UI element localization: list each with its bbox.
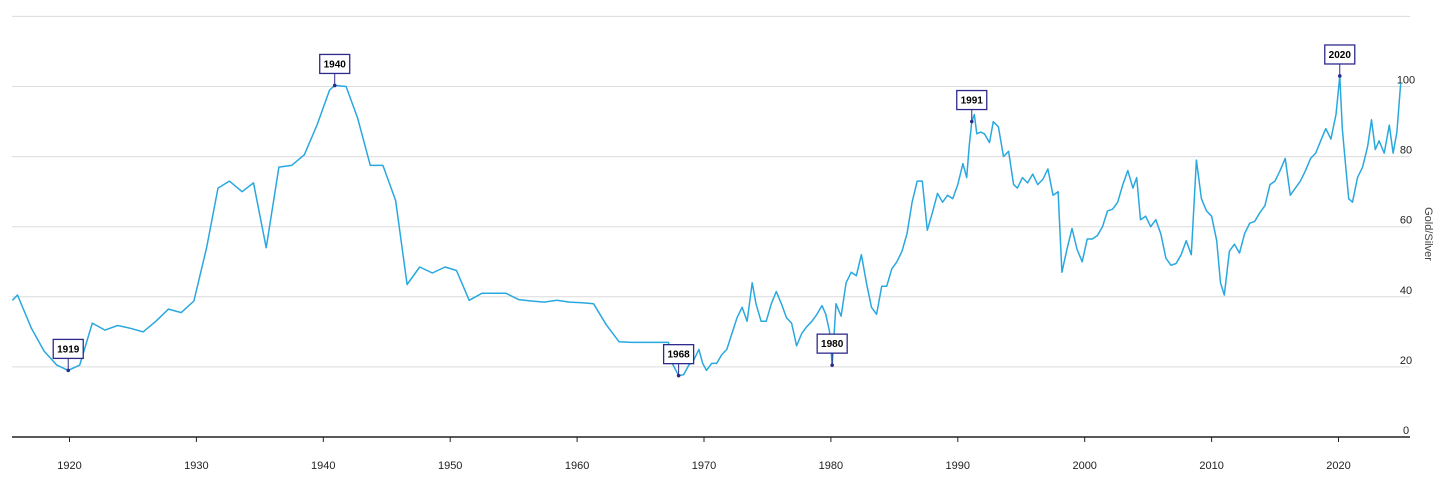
flag-box — [1324, 44, 1356, 65]
annotation-flag[interactable]: 1968 — [662, 344, 695, 378]
annotation-flag[interactable]: 1980 — [816, 333, 848, 367]
y-tick-label: 60 — [1400, 215, 1412, 227]
flag-label: 2020 — [1329, 50, 1352, 61]
y-tick-label: 100 — [1397, 75, 1415, 87]
gridlines — [12, 15, 1410, 368]
y-tick-label: 0 — [1403, 425, 1409, 437]
x-tick-label: 2000 — [1072, 460, 1096, 472]
flag-box — [662, 344, 695, 365]
y-axis-label: Gold/Silver — [1422, 207, 1434, 261]
x-tick-label: 1990 — [946, 460, 970, 472]
x-tick-label: 1920 — [57, 460, 81, 472]
flag-label: 1968 — [667, 350, 690, 361]
flag-point — [1337, 74, 1342, 78]
x-tick-label: 1980 — [819, 460, 843, 472]
flag-box — [319, 53, 351, 75]
series-line — [11, 75, 1402, 377]
y-tick-label: 80 — [1400, 145, 1412, 157]
flag-point — [969, 119, 974, 124]
annotation-flags: 1919 1940 1968 1980 1991 2020 — [52, 44, 1356, 378]
flag-point — [66, 368, 71, 373]
x-axis: 1920 1930 1940 1950 1960 1970 1980 1990 2000 2010… — [57, 437, 1351, 472]
flag-box — [816, 333, 848, 354]
annotation-flag[interactable]: 2020 — [1324, 44, 1356, 78]
annotation-flag[interactable]: 1940 — [319, 53, 351, 88]
y-tick-label: 40 — [1400, 285, 1412, 297]
annotation-flag[interactable]: 1919 — [52, 338, 84, 373]
annotation-flag[interactable]: 1991 — [956, 89, 988, 124]
flag-point — [332, 83, 337, 88]
flag-label: 1991 — [961, 96, 984, 107]
y-tick-label: 20 — [1400, 355, 1412, 367]
flag-label: 1980 — [821, 339, 844, 350]
flag-point — [830, 363, 834, 367]
x-tick-label: 1960 — [565, 460, 589, 472]
y-axis: 0 20 40 60 80 100 — [1397, 75, 1415, 438]
flag-label: 1919 — [57, 344, 80, 355]
flag-box — [52, 338, 84, 360]
x-tick-label: 1940 — [311, 460, 335, 472]
x-tick-label: 2010 — [1199, 460, 1223, 472]
x-tick-label: 1950 — [438, 460, 462, 472]
flag-box — [956, 89, 988, 111]
flag-point — [676, 373, 681, 378]
flag-label: 1940 — [324, 59, 347, 70]
x-tick-label: 1970 — [692, 460, 716, 472]
x-tick-label: 1930 — [184, 460, 208, 472]
x-tick-label: 2020 — [1326, 460, 1350, 472]
